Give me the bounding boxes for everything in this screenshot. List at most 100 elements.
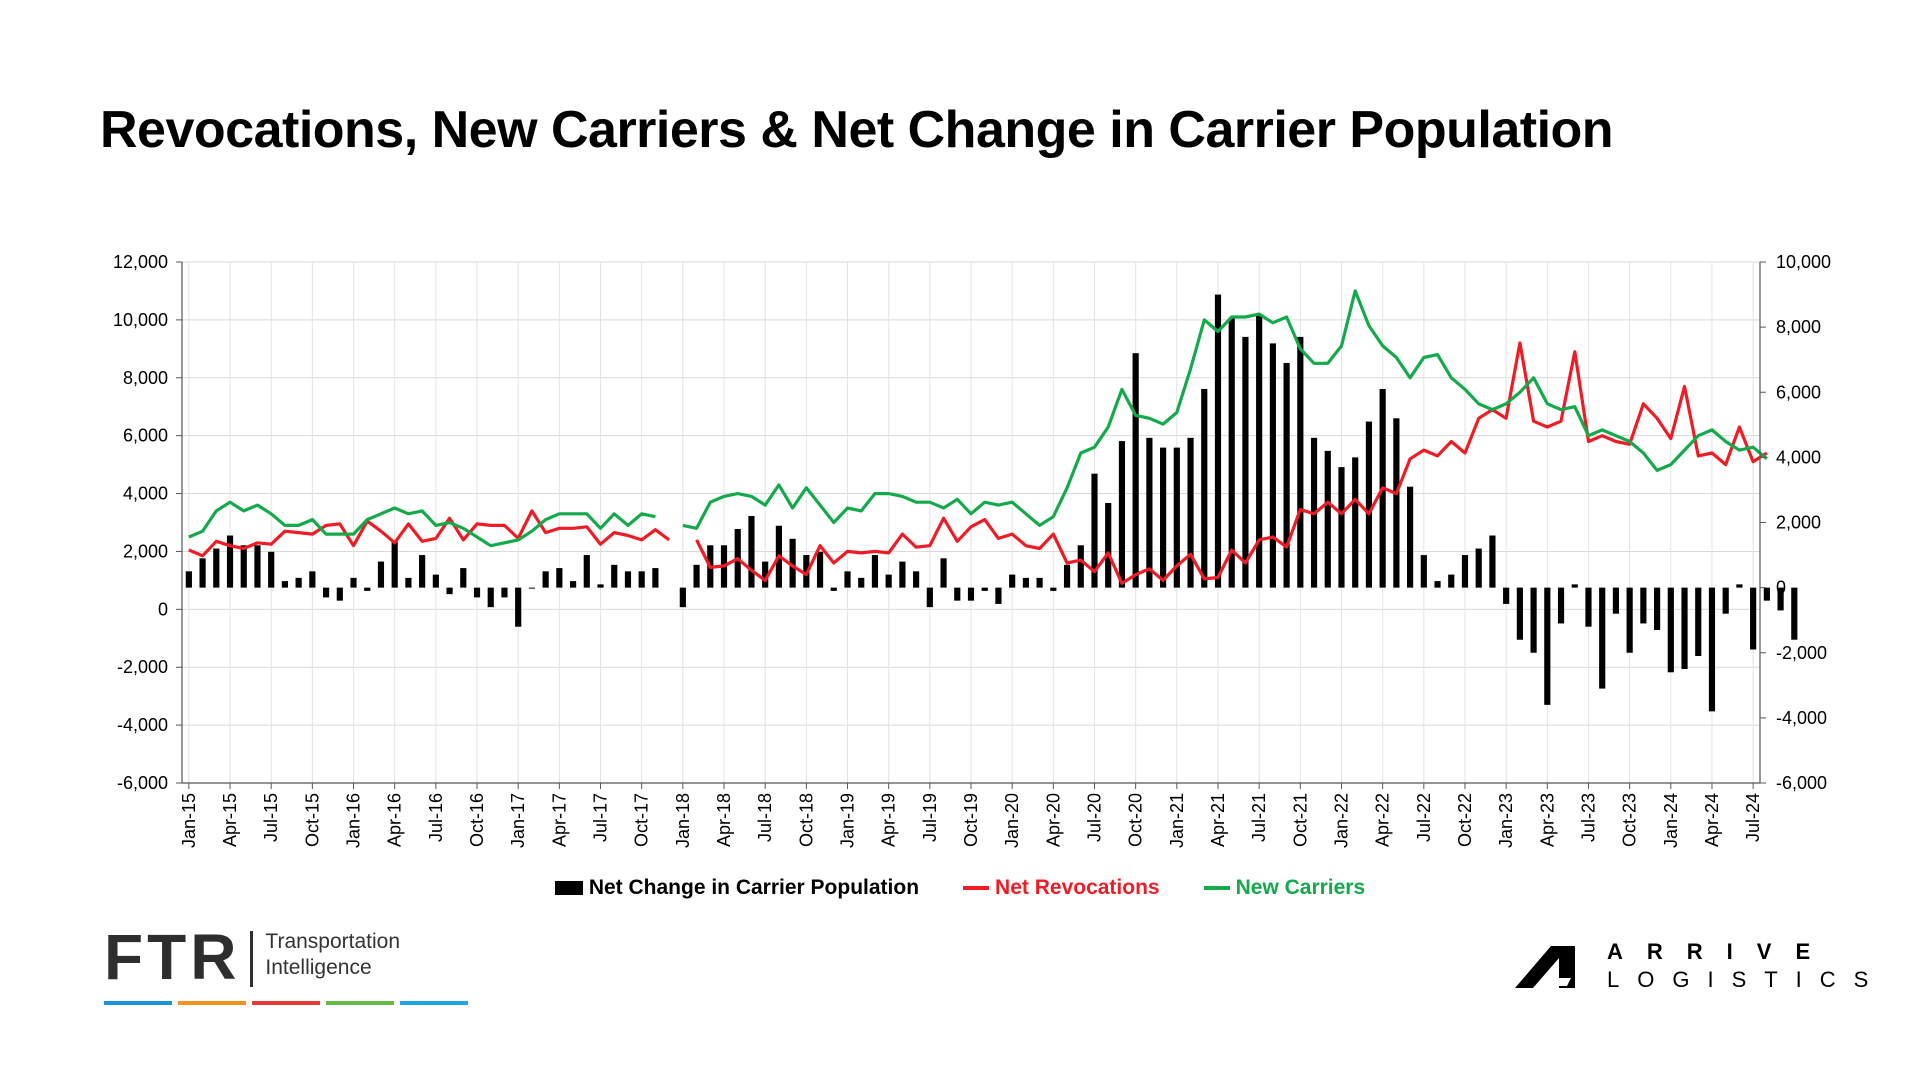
- net-change-bar: [1173, 447, 1180, 588]
- net-change-bar: [487, 587, 494, 608]
- right-tick-label: 10,000: [1776, 252, 1831, 272]
- x-tick-label: Jan-21: [1167, 793, 1187, 848]
- x-tick-label: Apr-19: [879, 793, 899, 847]
- x-tick-label: Jul-17: [591, 793, 611, 842]
- net-change-bar: [1750, 587, 1757, 650]
- net-change-bar: [1681, 587, 1688, 670]
- left-tick-label: 0: [158, 599, 168, 619]
- net-change-bar: [460, 568, 467, 588]
- x-tick-label: Oct-21: [1290, 793, 1310, 847]
- left-axis-ticks: -6,000 -4,000 -2,000 0 2,000 4,000 6,000 8,000 1…: [113, 252, 182, 793]
- net-change-bar: [569, 581, 577, 588]
- new-carriers-line: [188, 500, 656, 548]
- net-change-bar: [762, 561, 769, 588]
- x-tick-label: Jan-22: [1331, 793, 1351, 848]
- net-change-bar: [1214, 294, 1222, 588]
- net-change-bar: [844, 571, 851, 588]
- legend-bar-swatch: [554, 881, 583, 895]
- net-change-bar: [281, 581, 289, 588]
- new-carriers-line: [682, 289, 1768, 530]
- net-change-bar: [954, 587, 961, 601]
- ftr-color-lines: [104, 1001, 468, 1005]
- net-change-bar: [1434, 581, 1441, 588]
- net-change-bar: [995, 587, 1002, 604]
- x-tick-label: Oct-15: [302, 793, 322, 847]
- net-change-bar: [295, 577, 302, 588]
- ftr-separator: [250, 931, 254, 987]
- net-change-bar: [885, 574, 892, 588]
- net-change-bar: [1160, 447, 1167, 588]
- net-change-bar: [1461, 555, 1469, 588]
- ftr-color-line: [252, 1001, 320, 1005]
- x-tick-label: Jan-19: [838, 793, 858, 848]
- net-change-bar: [1022, 577, 1029, 588]
- right-tick-label: 6,000: [1776, 382, 1821, 402]
- x-tick-label: Oct-19: [961, 793, 981, 847]
- net-change-bar: [693, 564, 700, 588]
- right-tick-label: 0: [1776, 578, 1786, 598]
- net-change-bar: [967, 587, 975, 601]
- x-tick-label: Apr-24: [1702, 793, 1722, 847]
- net-change-bar: [1736, 584, 1743, 588]
- net-change-bar: [981, 587, 988, 591]
- net-change-bar: [926, 587, 933, 608]
- net-change-bars: [185, 294, 1798, 712]
- arrive-logistics-logo: ARRIVE LOGISTICS: [1515, 938, 1886, 994]
- net-change-bar: [1626, 587, 1633, 653]
- net-change-bar: [1091, 473, 1098, 588]
- x-tick-label: Oct-20: [1126, 793, 1146, 847]
- left-tick-label: 10,000: [113, 310, 168, 330]
- net-change-bar: [1708, 587, 1716, 712]
- legend-net-change-label: Net Change in Carrier Population: [588, 876, 920, 899]
- net-change-bar: [1365, 421, 1373, 588]
- net-change-bar: [1393, 418, 1400, 588]
- net-change-bar: [1777, 587, 1784, 611]
- net-change-bar: [556, 568, 563, 588]
- ftr-color-line: [178, 1001, 246, 1005]
- net-change-bar: [1036, 577, 1043, 588]
- x-tick-label: Jan-23: [1496, 793, 1516, 848]
- x-tick-label: Jul-20: [1084, 793, 1104, 842]
- x-tick-label: Apr-18: [714, 793, 734, 847]
- ftr-tagline-line1: Transportation: [265, 930, 401, 953]
- net-change-bar: [254, 545, 261, 588]
- x-tick-label: Apr-23: [1537, 793, 1557, 847]
- net-change-bar: [597, 584, 604, 588]
- net-change-bar: [432, 574, 439, 588]
- left-tick-label: 2,000: [123, 541, 168, 561]
- net-change-bar: [542, 571, 549, 588]
- net-change-bar: [1146, 437, 1153, 588]
- net-change-bar: [1269, 343, 1276, 588]
- left-tick-label: 8,000: [123, 368, 168, 388]
- net-change-bar: [871, 555, 879, 588]
- x-tick-label: Jul-16: [426, 793, 446, 842]
- x-axis-ticks: Jan-15 Apr-15 Jul-15 Oct-15 Jan-16 Apr-16 Jul-…: [179, 783, 1763, 848]
- left-tick-label: 4,000: [123, 484, 168, 504]
- right-tick-label: -2,000: [1776, 643, 1827, 663]
- right-tick-label: -4,000: [1776, 708, 1827, 728]
- net-change-bar: [1599, 587, 1606, 689]
- net-change-bar: [1228, 317, 1235, 588]
- net-change-bar: [1050, 587, 1057, 591]
- x-tick-label: Jul-15: [261, 793, 281, 842]
- net-change-bar: [405, 577, 412, 588]
- net-change-bar: [816, 551, 824, 588]
- left-tick-label: -2,000: [117, 657, 168, 677]
- net-change-bar: [1132, 353, 1139, 588]
- net-change-bar: [1791, 587, 1798, 640]
- legend-green-swatch: [1203, 886, 1230, 890]
- net-change-bar: [1695, 587, 1702, 657]
- net-change-bar: [1077, 545, 1084, 588]
- net-change-bar: [1640, 587, 1647, 624]
- right-tick-label: 4,000: [1776, 447, 1821, 467]
- x-tick-label: Jul-24: [1743, 793, 1763, 842]
- chart-title: Revocations, New Carriers & Net Change i…: [100, 101, 1614, 159]
- right-tick-label: -6,000: [1776, 773, 1827, 793]
- net-change-bar: [1448, 574, 1455, 588]
- x-tick-label: Jul-23: [1578, 793, 1598, 842]
- x-tick-label: Apr-21: [1208, 793, 1228, 847]
- net-change-bar: [1475, 548, 1482, 588]
- net-change-bar: [1544, 587, 1551, 705]
- net-revocations-line: [188, 509, 671, 558]
- net-change-bar: [1530, 587, 1537, 653]
